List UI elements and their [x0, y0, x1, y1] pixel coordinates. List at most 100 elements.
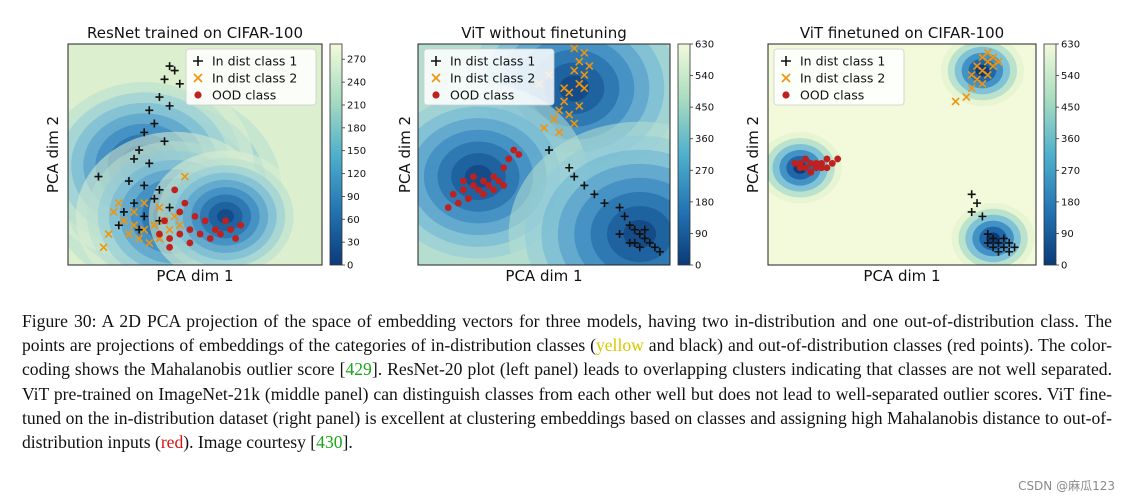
data-points [94, 62, 245, 252]
colorbar-tick-label: 360 [695, 134, 714, 145]
marker-in-dist-class-1 [1005, 238, 1014, 247]
marker-in-dist-class-2 [994, 57, 1003, 66]
legend-label: In dist class 2 [212, 71, 297, 86]
marker-in-dist-class-1 [635, 230, 644, 239]
marker-in-dist-class-2 [129, 221, 139, 230]
marker-ood-class [227, 226, 234, 234]
heatmap-contour [216, 209, 235, 224]
y-axis-label: PCA dim 2 [44, 116, 62, 193]
data-points [791, 48, 1019, 256]
marker-in-dist-class-2 [580, 48, 589, 57]
marker-in-dist-class-1 [94, 172, 103, 181]
figure-30-panels: ResNet trained on CIFAR-100 PCA dim 1 PCA … [44, 24, 1080, 285]
marker-in-dist-class-1 [615, 203, 624, 212]
marker-in-dist-class-1 [145, 159, 154, 168]
legend-marker-plus [781, 56, 791, 66]
colorbar-tick-label: 180 [1061, 197, 1080, 208]
marker-ood-class [232, 235, 240, 242]
caption-text-5: ]. [342, 432, 353, 453]
legend-label: OOD class [800, 88, 864, 103]
citation-link-430[interactable]: 430 [316, 432, 343, 453]
marker-in-dist-class-2 [175, 221, 184, 230]
marker-in-dist-class-2 [570, 44, 579, 53]
legend-label: OOD class [212, 88, 276, 103]
marker-in-dist-class-1 [983, 238, 992, 247]
marker-in-dist-class-2 [150, 221, 159, 230]
marker-in-dist-class-1 [967, 207, 976, 216]
colorbar [329, 43, 343, 266]
colorbar-tick-label: 240 [347, 78, 366, 89]
marker-in-dist-class-2 [560, 84, 569, 93]
marker-in-dist-class-1 [155, 93, 164, 102]
x-axis-label: PCA dim 1 [863, 267, 940, 285]
marker-in-dist-class-1 [135, 225, 144, 234]
marker-ood-class [812, 164, 820, 172]
marker-in-dist-class-1 [989, 234, 998, 243]
legend-label: In dist class 2 [450, 71, 535, 86]
marker-in-dist-class-1 [978, 212, 987, 221]
marker-in-dist-class-1 [545, 146, 554, 155]
marker-in-dist-class-1 [994, 238, 1003, 247]
caption-red-word: red [160, 432, 184, 453]
colorbar-tick-label: 360 [1061, 134, 1080, 145]
marker-ood-class [206, 235, 214, 242]
colorbar-tick-label: 450 [695, 103, 714, 114]
colorbar-tick-label: 180 [695, 197, 714, 208]
colorbar-tick-label: 270 [347, 55, 366, 66]
marker-in-dist-class-2 [109, 207, 118, 217]
marker-ood-class [166, 235, 174, 242]
marker-in-dist-class-1 [565, 163, 574, 172]
marker-in-dist-class-1 [150, 194, 159, 203]
marker-ood-class [217, 230, 224, 238]
marker-in-dist-class-2 [585, 62, 594, 71]
marker-in-dist-class-2 [555, 128, 564, 137]
marker-ood-class [791, 159, 799, 167]
marker-in-dist-class-1 [615, 230, 624, 239]
marker-in-dist-class-1 [973, 199, 982, 208]
marker-in-dist-class-2 [550, 115, 559, 124]
marker-in-dist-class-1 [967, 190, 976, 199]
colorbar-tick-label: 120 [347, 169, 366, 180]
marker-in-dist-class-1 [170, 66, 179, 75]
marker-in-dist-class-2 [119, 216, 128, 225]
marker-in-dist-class-2 [967, 70, 976, 80]
data-points [444, 44, 664, 256]
citation-link-429[interactable]: 429 [345, 359, 372, 380]
marker-ood-class [495, 177, 503, 185]
panel-title: ResNet trained on CIFAR-100 [87, 24, 303, 42]
marker-ood-class [191, 212, 199, 220]
marker-ood-class [807, 168, 815, 176]
marker-ood-class [166, 243, 174, 251]
marker-ood-class [802, 155, 809, 163]
plot-frame [767, 43, 1037, 266]
marker-in-dist-class-2 [983, 70, 992, 80]
heatmap-background [768, 44, 1036, 265]
marker-ood-class [186, 239, 194, 247]
marker-ood-class [156, 230, 163, 238]
colorbar-tick-label: 270 [1061, 166, 1080, 177]
marker-in-dist-class-2 [565, 110, 574, 119]
panel-vit-finetuned: ViT finetuned on CIFAR-100 PCA dim 1 PCA d… [744, 24, 1080, 285]
colorbar-tick-label: 60 [347, 215, 360, 226]
colorbar-tick-label: 270 [695, 166, 714, 177]
panel-title: ViT finetuned on CIFAR-100 [800, 24, 1004, 42]
marker-in-dist-class-1 [640, 234, 649, 243]
marker-in-dist-class-2 [104, 229, 113, 239]
marker-in-dist-class-2 [560, 97, 569, 106]
marker-ood-class [834, 155, 842, 163]
plot-frame [417, 43, 671, 266]
marker-in-dist-class-1 [600, 199, 609, 208]
watermark: CSDN @麻瓜123 [1018, 479, 1115, 493]
colorbar-tick-label: 150 [347, 146, 366, 157]
colorbar-tick-label: 30 [347, 238, 360, 249]
legend-box [773, 48, 905, 106]
panel-vit-no-finetune: ViT without finetuning PCA dim 1 PCA dim 2… [396, 24, 714, 285]
legend-marker-dot [432, 91, 440, 99]
marker-in-dist-class-2 [972, 62, 982, 71]
marker-in-dist-class-1 [655, 247, 664, 256]
marker-in-dist-class-2 [570, 66, 579, 75]
marker-ood-class [828, 159, 836, 167]
legend-marker-x [431, 73, 441, 83]
colorbar-tick-label: 90 [347, 192, 360, 203]
marker-ood-class [171, 186, 179, 194]
